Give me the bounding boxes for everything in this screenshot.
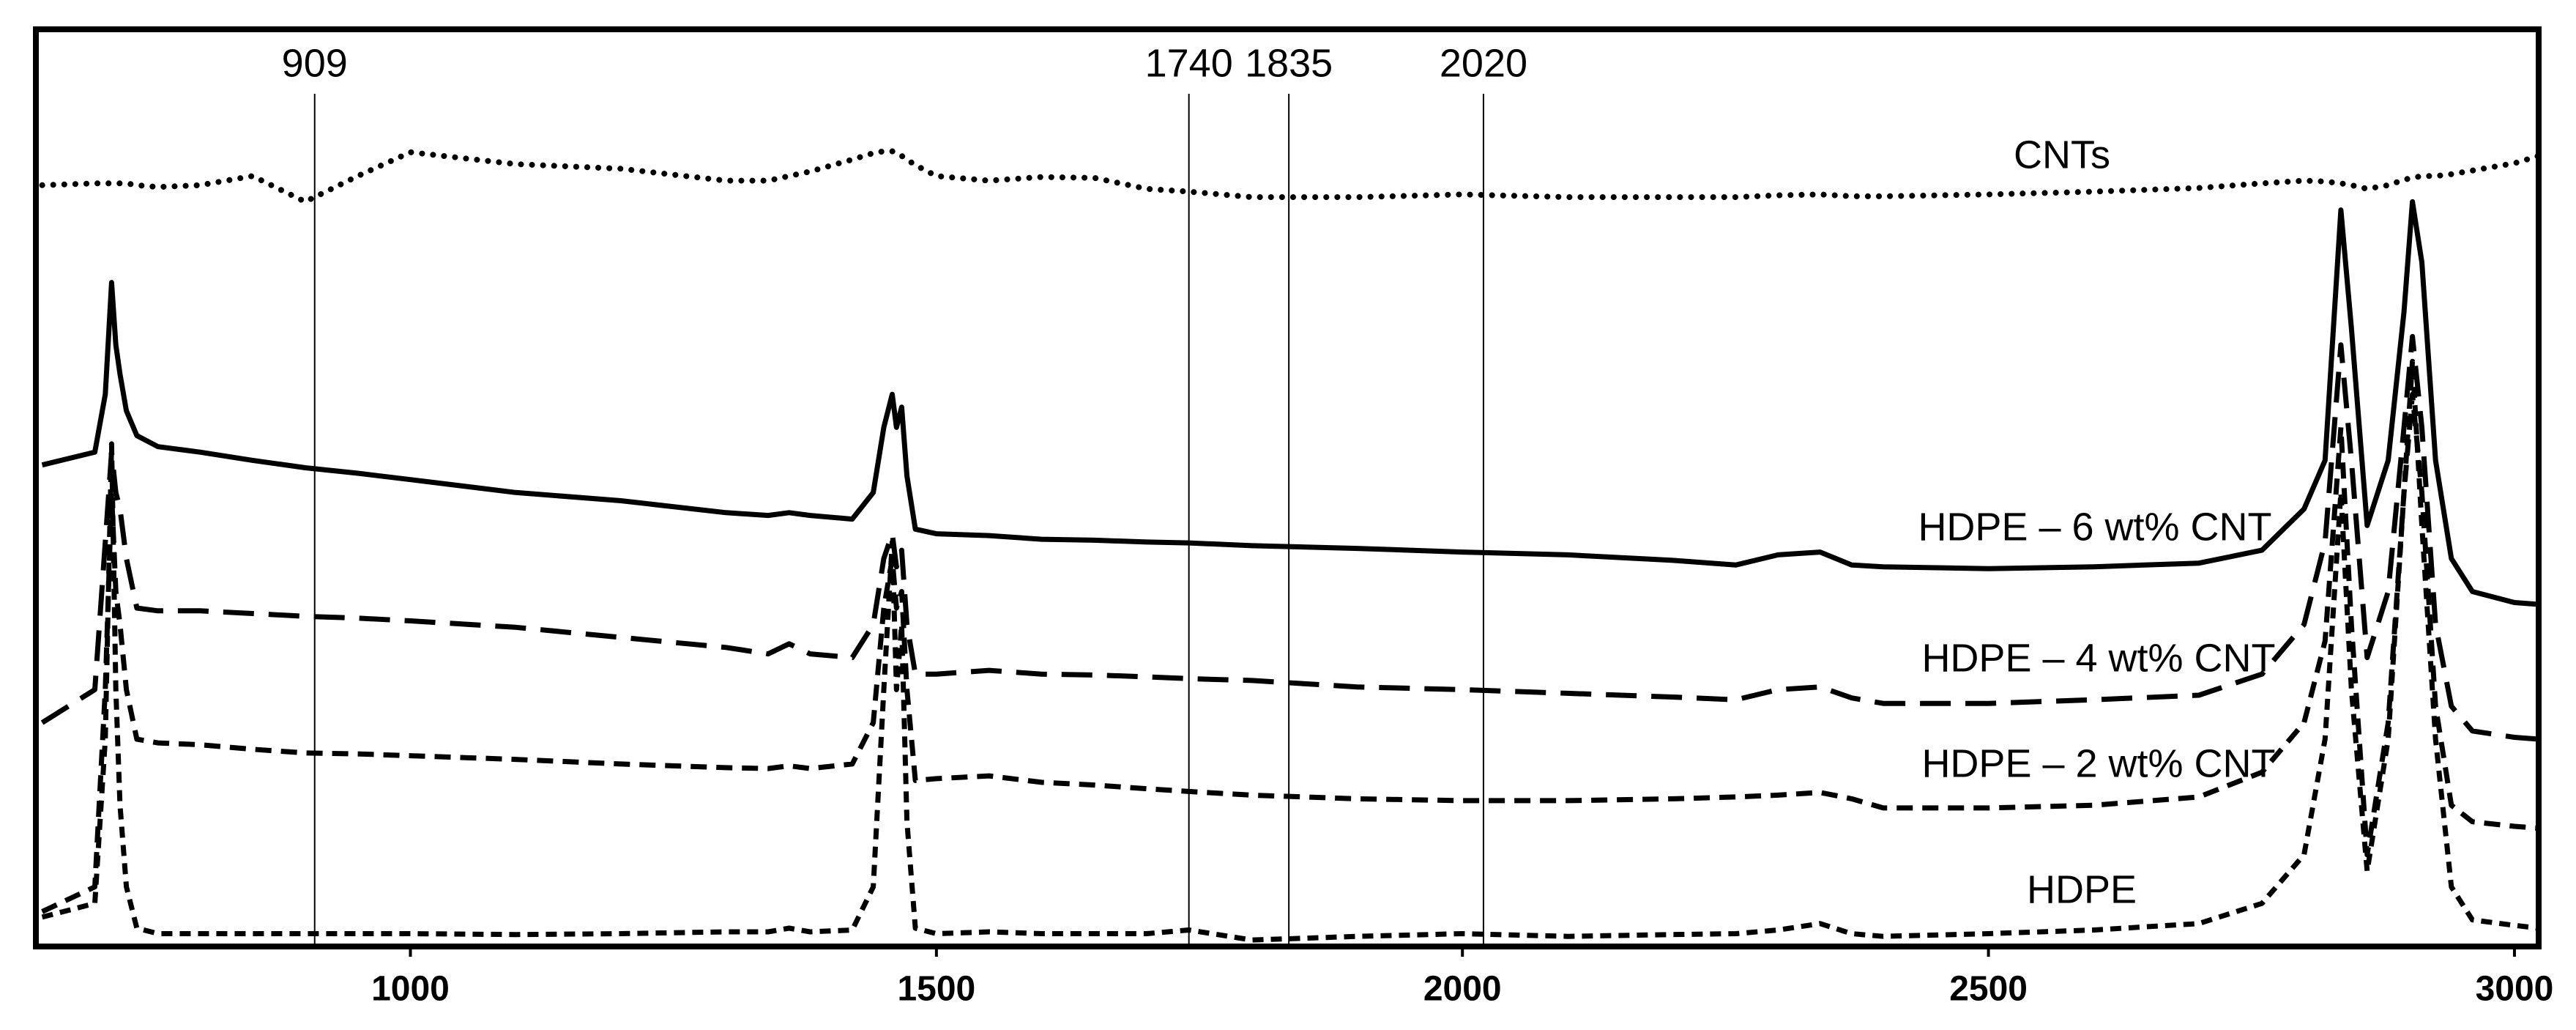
x-tick-label: 3000 xyxy=(2476,970,2554,1009)
series-label: HDPE – 4 wt% CNT xyxy=(1921,636,2275,680)
series-label: CNTs xyxy=(2014,133,2110,177)
reference-label: 909 xyxy=(282,41,348,85)
series-line xyxy=(40,333,2539,742)
series-line xyxy=(41,358,2539,943)
reference-label: 1740 xyxy=(1145,41,1233,85)
plot-frame xyxy=(33,26,2542,949)
x-tick-label: 2000 xyxy=(1423,970,1502,1009)
series-label: HDPE – 6 wt% CNT xyxy=(1918,505,2271,549)
series-label: HDPE xyxy=(2027,867,2137,911)
series-line xyxy=(41,199,2539,607)
series-line xyxy=(41,391,2539,914)
series-label: HDPE – 2 wt% CNT xyxy=(1921,741,2275,785)
reference-label: 1835 xyxy=(1245,41,1333,85)
x-tick-label: 1000 xyxy=(371,970,450,1009)
x-tick-label: 1500 xyxy=(897,970,975,1009)
series-line xyxy=(39,148,2542,205)
reference-label: 2020 xyxy=(1440,41,1527,85)
x-tick-label: 2500 xyxy=(1949,970,2028,1009)
